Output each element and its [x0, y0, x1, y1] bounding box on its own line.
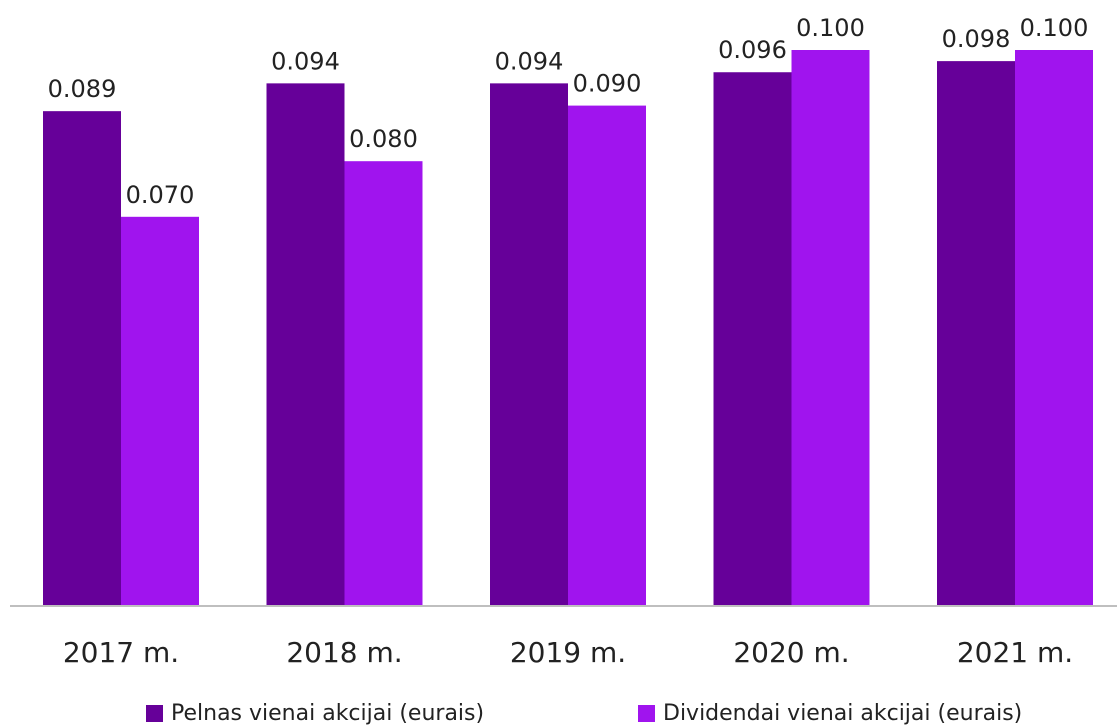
- bars-layer: [43, 50, 1093, 607]
- x-tick-label-2: 2018 m.: [286, 636, 402, 669]
- legend-item-series-1: Pelnas vienai akcijai (eurais): [146, 701, 484, 726]
- x-tick-label-5: 2021 m.: [957, 636, 1073, 669]
- bar-series-2-2: [344, 161, 423, 606]
- legend-label-series-2: Dividendai vienai akcijai (eurais): [663, 701, 1023, 726]
- bar-series-2-3: [568, 105, 646, 606]
- x-tick-label-1: 2017 m.: [63, 636, 179, 669]
- data-labels-layer: 0.089 0.070 0.094 0.080 0.094 0.090 0.096 0.100…: [48, 14, 1089, 209]
- data-label-series-1-4: 0.096: [718, 36, 787, 64]
- data-label-series-1-1: 0.089: [48, 75, 117, 103]
- legend: Pelnas vienai akcijai (eurais) Dividenda…: [0, 701, 1117, 728]
- bar-series-2-1: [121, 216, 199, 607]
- bar-series-1-3: [490, 83, 568, 607]
- legend-swatch-series-1: [146, 705, 163, 722]
- x-tick-label-3: 2019 m.: [510, 636, 626, 669]
- data-label-series-2-2: 0.080: [349, 125, 418, 153]
- bar-series-2-4: [791, 50, 870, 606]
- legend-item-series-2: Dividendai vienai akcijai (eurais): [638, 701, 1022, 726]
- bar-series-1-4: [713, 72, 792, 607]
- bar-series-2-5: [1015, 50, 1093, 606]
- legend-swatch-series-2: [638, 705, 655, 722]
- data-label-series-2-1: 0.070: [126, 181, 195, 209]
- x-tick-labels-layer: 2017 m. 2018 m. 2019 m. 2020 m. 2021 m.: [63, 636, 1073, 669]
- bar-series-1-2: [266, 83, 345, 607]
- data-label-series-2-3: 0.090: [573, 70, 642, 98]
- bar-series-1-5: [937, 61, 1015, 607]
- data-label-series-1-2: 0.094: [271, 47, 340, 75]
- legend-label-series-1: Pelnas vienai akcijai (eurais): [171, 701, 485, 726]
- bar-series-1-1: [43, 111, 121, 606]
- data-label-series-1-5: 0.098: [942, 25, 1011, 53]
- x-tick-label-4: 2020 m.: [733, 636, 849, 669]
- data-label-series-1-3: 0.094: [495, 47, 564, 75]
- data-label-series-2-5: 0.100: [1020, 14, 1089, 42]
- data-label-series-2-4: 0.100: [796, 14, 865, 42]
